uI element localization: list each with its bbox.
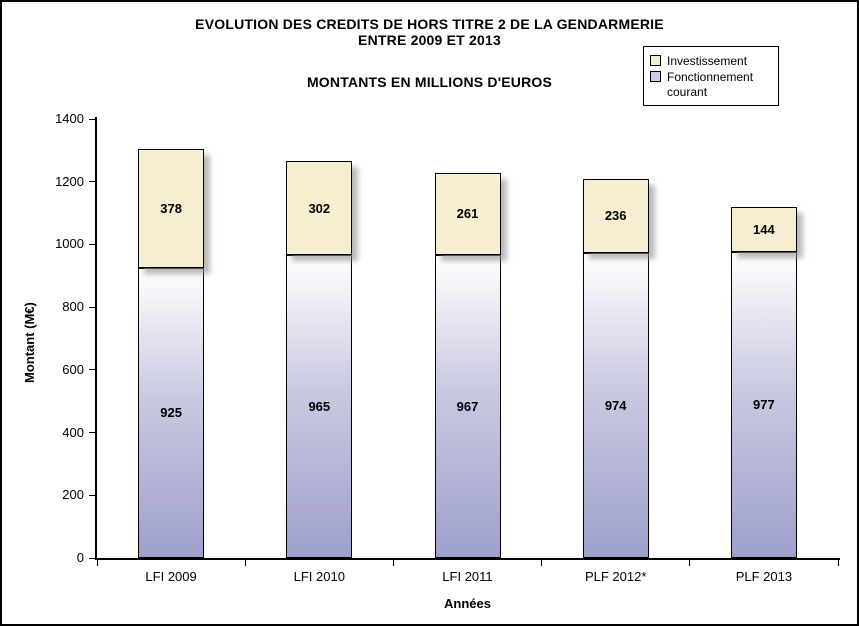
x-category-label: PLF 2012* bbox=[584, 569, 647, 584]
legend-item-investissement: Investissement bbox=[650, 54, 772, 68]
bar-segment-fonctionnement-1: 925 bbox=[138, 267, 205, 558]
y-tick-mark bbox=[89, 243, 95, 245]
y-tick-mark bbox=[89, 557, 95, 559]
y-tick-label: 0 bbox=[76, 550, 84, 565]
bar-segment-investissement-5: 144 bbox=[730, 206, 797, 252]
y-tick-mark bbox=[89, 306, 95, 308]
bar-segment-investissement-1: 378 bbox=[138, 149, 205, 268]
y-tick-label: 600 bbox=[62, 361, 84, 377]
y-tick-mark bbox=[89, 494, 95, 496]
x-tick-mark bbox=[392, 560, 394, 566]
y-tick-label: 1400 bbox=[55, 111, 84, 126]
y-tick-mark bbox=[89, 369, 95, 371]
y-tick-label: 200 bbox=[62, 487, 84, 503]
chart-title-line1: EVOLUTION DES CREDITS DE HORS TITRE 2 DE… bbox=[195, 16, 664, 32]
bar-segment-investissement-3: 261 bbox=[434, 172, 501, 255]
x-category-label: LFI 2011 bbox=[442, 569, 493, 584]
y-tick-label: 1200 bbox=[55, 173, 84, 189]
bar-segment-fonctionnement-5: 977 bbox=[730, 251, 797, 558]
plot-area: 925 378 965 302 967 261 974 236 977 144 bbox=[97, 119, 838, 558]
legend-item-fonctionnement: Fonctionnement courant bbox=[650, 70, 772, 99]
y-tick-label: 1000 bbox=[55, 236, 84, 252]
x-category-label: LFI 2010 bbox=[293, 569, 345, 584]
legend-swatch-fonctionnement bbox=[650, 71, 661, 83]
x-tick-mark bbox=[96, 560, 98, 566]
x-tick-mark bbox=[244, 560, 246, 566]
bar-segment-investissement-2: 302 bbox=[286, 160, 353, 256]
legend-box: Investissement Fonctionnement courant bbox=[643, 46, 779, 107]
bar-segment-investissement-4: 236 bbox=[582, 178, 649, 253]
y-tick-label: 400 bbox=[62, 424, 84, 440]
legend-label-investissement: Investissement bbox=[667, 54, 748, 68]
x-tick-mark bbox=[837, 560, 839, 566]
bar-segment-fonctionnement-3: 967 bbox=[434, 254, 501, 558]
chart-title-line2: ENTRE 2009 ET 2013 bbox=[358, 32, 501, 48]
x-tick-mark bbox=[689, 560, 691, 566]
x-axis-line bbox=[95, 558, 840, 560]
x-axis-title: Années bbox=[444, 596, 491, 611]
y-tick-mark bbox=[89, 181, 95, 183]
x-tick-mark bbox=[541, 560, 543, 566]
x-category-label: LFI 2009 bbox=[145, 569, 197, 584]
y-tick-label: 800 bbox=[62, 299, 84, 315]
legend-label-fonctionnement: Fonctionnement courant bbox=[667, 70, 754, 99]
legend-swatch-investissement bbox=[650, 55, 661, 66]
bar-segment-fonctionnement-2: 965 bbox=[286, 255, 353, 558]
bar-segment-fonctionnement-4: 974 bbox=[582, 252, 649, 558]
y-tick-mark bbox=[89, 432, 95, 434]
y-axis-line bbox=[95, 117, 97, 558]
x-category-label: PLF 2013 bbox=[735, 569, 793, 584]
chart-subtitle: MONTANTS EN MILLIONS D'EUROS bbox=[306, 74, 553, 90]
y-tick-mark bbox=[89, 118, 95, 120]
